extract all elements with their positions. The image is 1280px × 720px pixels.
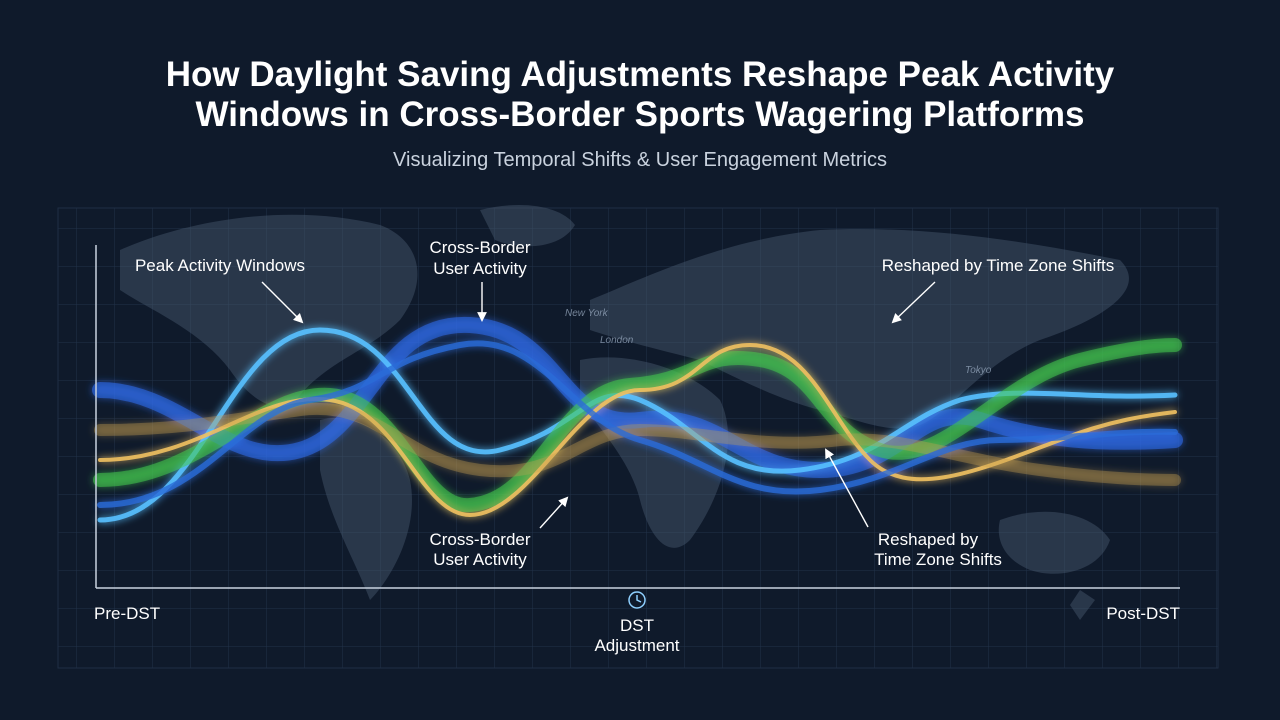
map-label: Tokyo bbox=[965, 365, 992, 376]
axis-start-label: Pre-DST bbox=[94, 604, 160, 623]
annotation-line: User Activity bbox=[433, 259, 527, 278]
arrow bbox=[539, 496, 569, 529]
arrow bbox=[261, 281, 304, 324]
axis-marker-line: DST bbox=[620, 616, 654, 635]
axis-end-label: Post-DST bbox=[1106, 604, 1180, 623]
arrow bbox=[825, 448, 869, 528]
annotation-line: User Activity bbox=[433, 550, 527, 569]
annotation-line: Cross-Border bbox=[429, 530, 530, 549]
axis-marker-line: Adjustment bbox=[594, 636, 679, 655]
map-label: London bbox=[600, 335, 634, 346]
arrow bbox=[891, 281, 936, 324]
wave bbox=[97, 340, 1178, 508]
annotation: Peak Activity Windows bbox=[135, 256, 305, 275]
annotation-line: Peak Activity Windows bbox=[135, 256, 305, 275]
annotation-line: Reshaped by bbox=[878, 530, 979, 549]
axis-marker-label: DST Adjustment bbox=[594, 616, 679, 655]
wave bbox=[94, 402, 1181, 486]
waves bbox=[92, 316, 1183, 523]
annotation-line: Cross-Border bbox=[429, 238, 530, 257]
subtitle: Visualizing Temporal Shifts & User Engag… bbox=[393, 149, 887, 171]
map-label: New York bbox=[565, 308, 609, 319]
annotation: Reshaped by Time Zone Shifts bbox=[882, 256, 1114, 275]
annotation: Cross-Border User Activity bbox=[429, 238, 530, 278]
title-line: How Daylight Saving Adjustments Reshape … bbox=[166, 55, 1115, 94]
annotation: Cross-Border User Activity bbox=[429, 530, 530, 569]
world-map bbox=[120, 205, 1129, 620]
annotation-line: Reshaped by Time Zone Shifts bbox=[882, 256, 1114, 275]
title-line: Windows in Cross-Border Sports Wagering … bbox=[195, 95, 1084, 134]
annotation-line: Time Zone Shifts bbox=[874, 550, 1002, 569]
annotation: Reshaped by Time Zone Shifts bbox=[874, 530, 1002, 569]
clock-icon bbox=[628, 591, 646, 609]
wave bbox=[98, 342, 1177, 518]
